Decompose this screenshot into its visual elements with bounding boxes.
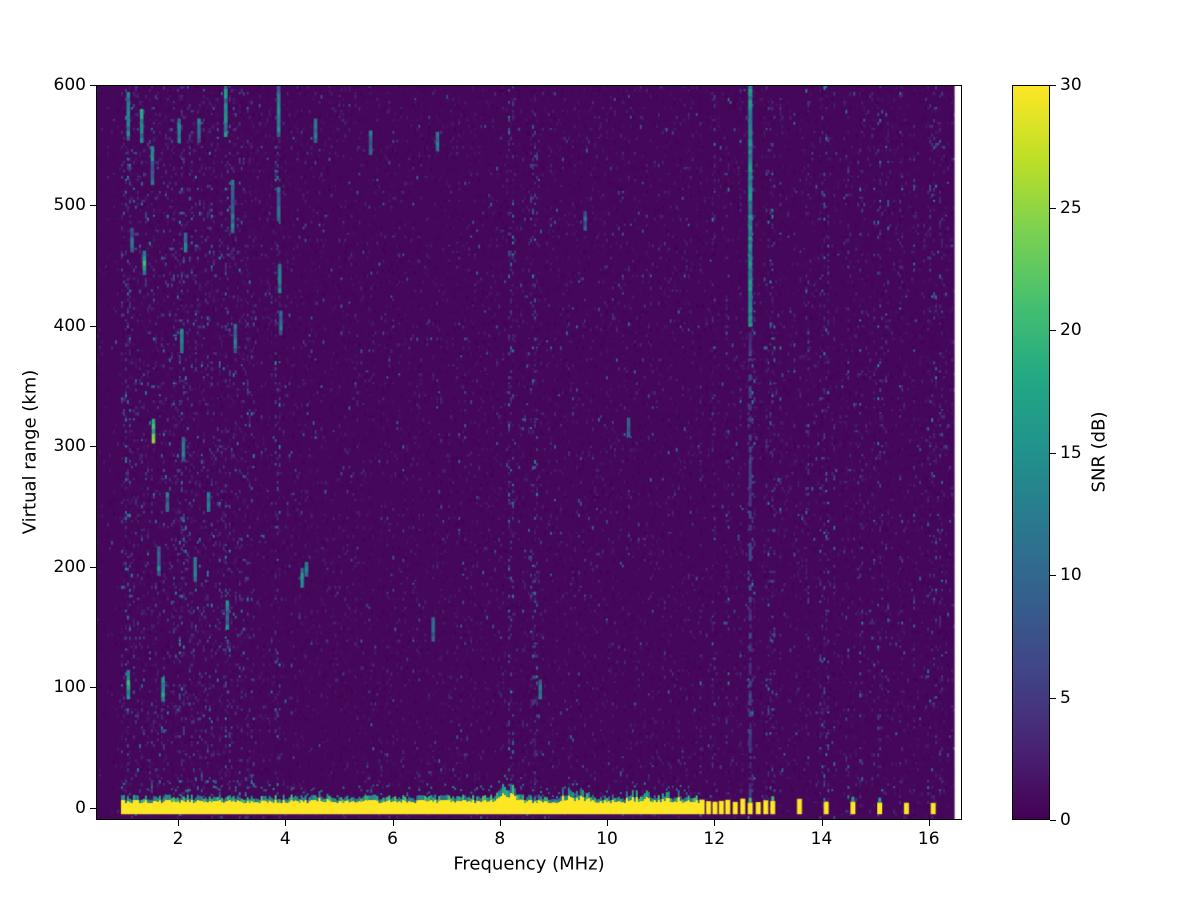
x-tick-mark	[178, 820, 180, 826]
x-tick-label: 4	[279, 829, 291, 849]
colorbar-tick-label: 20	[1060, 320, 1082, 340]
x-tick-label: 10	[596, 829, 618, 849]
colorbar-tick-mark	[1050, 575, 1056, 576]
x-tick-label: 8	[494, 829, 506, 849]
colorbar-tick-mark	[1050, 452, 1056, 454]
colorbar-tick-label: 10	[1060, 565, 1082, 585]
colorbar-tick-mark	[1050, 85, 1056, 86]
x-tick-label: 6	[387, 829, 398, 849]
x-tick-mark	[607, 820, 609, 826]
x-tick-mark	[821, 820, 823, 826]
x-axis-label: Frequency (MHz)	[453, 853, 605, 875]
colorbar-tick-label: 0	[1060, 810, 1071, 830]
y-tick-label: 400	[53, 315, 86, 336]
x-tick-mark	[714, 820, 716, 826]
colorbar-tick-mark	[1050, 820, 1056, 821]
x-tick-mark	[285, 820, 287, 826]
x-tick-mark	[392, 820, 394, 826]
x-tick-label: 12	[703, 829, 726, 849]
colorbar-tick-mark	[1050, 207, 1056, 209]
x-tick-label: 14	[810, 829, 833, 849]
colorbar-tick-label: 30	[1060, 75, 1082, 95]
plot-area	[96, 85, 962, 820]
ionogram-heatmap	[97, 86, 961, 819]
x-tick-mark	[928, 820, 930, 826]
colorbar-gradient	[1013, 86, 1049, 819]
colorbar-label: SNR (dB)	[1088, 411, 1110, 493]
colorbar-tick-label: 5	[1060, 687, 1071, 708]
x-tick-mark	[499, 820, 501, 826]
colorbar-tick-label: 25	[1060, 197, 1082, 218]
y-tick-label: 600	[53, 75, 86, 95]
y-tick-label: 500	[53, 195, 86, 216]
y-axis-label: Virtual range (km)	[19, 369, 41, 535]
y-tick-label: 0	[75, 797, 86, 818]
colorbar-tick-mark	[1050, 330, 1056, 331]
colorbar-tick-mark	[1050, 697, 1056, 699]
x-tick-label: 2	[172, 829, 184, 849]
colorbar	[1012, 85, 1050, 820]
y-tick-label: 200	[53, 556, 86, 577]
y-tick-label: 100	[53, 677, 86, 698]
x-tick-label: 16	[917, 829, 940, 849]
